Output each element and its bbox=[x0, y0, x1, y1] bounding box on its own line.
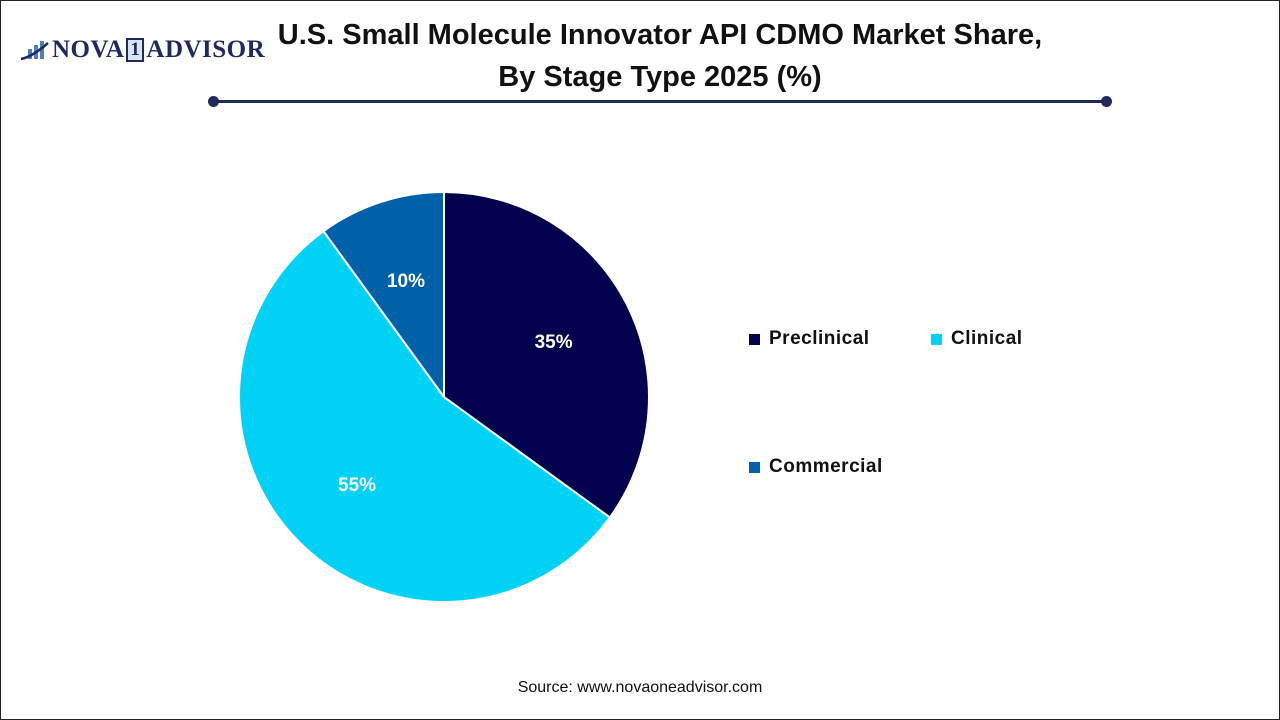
legend-swatch bbox=[749, 461, 760, 473]
legend-item-clinical: Clinical bbox=[931, 328, 1023, 350]
chart-title-line2: By Stage Type 2025 (%) bbox=[498, 61, 822, 93]
logo-chart-icon bbox=[20, 41, 49, 61]
logo: NOVA 1 ADVISOR bbox=[20, 36, 265, 64]
data-label-commercial: 10% bbox=[387, 271, 425, 292]
chart-title-line1: U.S. Small Molecule Innovator API CDMO M… bbox=[277, 19, 1043, 51]
data-label-clinical: 55% bbox=[338, 475, 376, 496]
pie-slice-commercial bbox=[322, 190, 445, 401]
pie-slice-preclinical bbox=[443, 190, 650, 519]
logo-text-one: 1 bbox=[126, 38, 145, 62]
data-label-preclinical: 35% bbox=[535, 332, 573, 353]
divider-dot-left bbox=[208, 96, 219, 107]
legend-label: Commercial bbox=[769, 456, 883, 477]
legend-item-commercial: Commercial bbox=[749, 456, 883, 478]
legend-label: Preclinical bbox=[769, 328, 870, 349]
pie-slice-clinical bbox=[238, 229, 612, 603]
legend-item-preclinical: Preclinical bbox=[749, 328, 870, 350]
logo-text-nova: NOVA bbox=[52, 36, 125, 63]
title-divider bbox=[213, 100, 1106, 103]
divider-dot-right bbox=[1101, 96, 1112, 107]
legend-swatch bbox=[749, 333, 760, 345]
legend-label: Clinical bbox=[951, 328, 1023, 349]
logo-text-advisor: ADVISOR bbox=[146, 36, 266, 63]
source-note: Source: www.novaoneadvisor.com bbox=[517, 679, 763, 696]
chart-title: U.S. Small Molecule Innovator API CDMO M… bbox=[260, 14, 1060, 98]
legend-swatch bbox=[931, 333, 942, 345]
